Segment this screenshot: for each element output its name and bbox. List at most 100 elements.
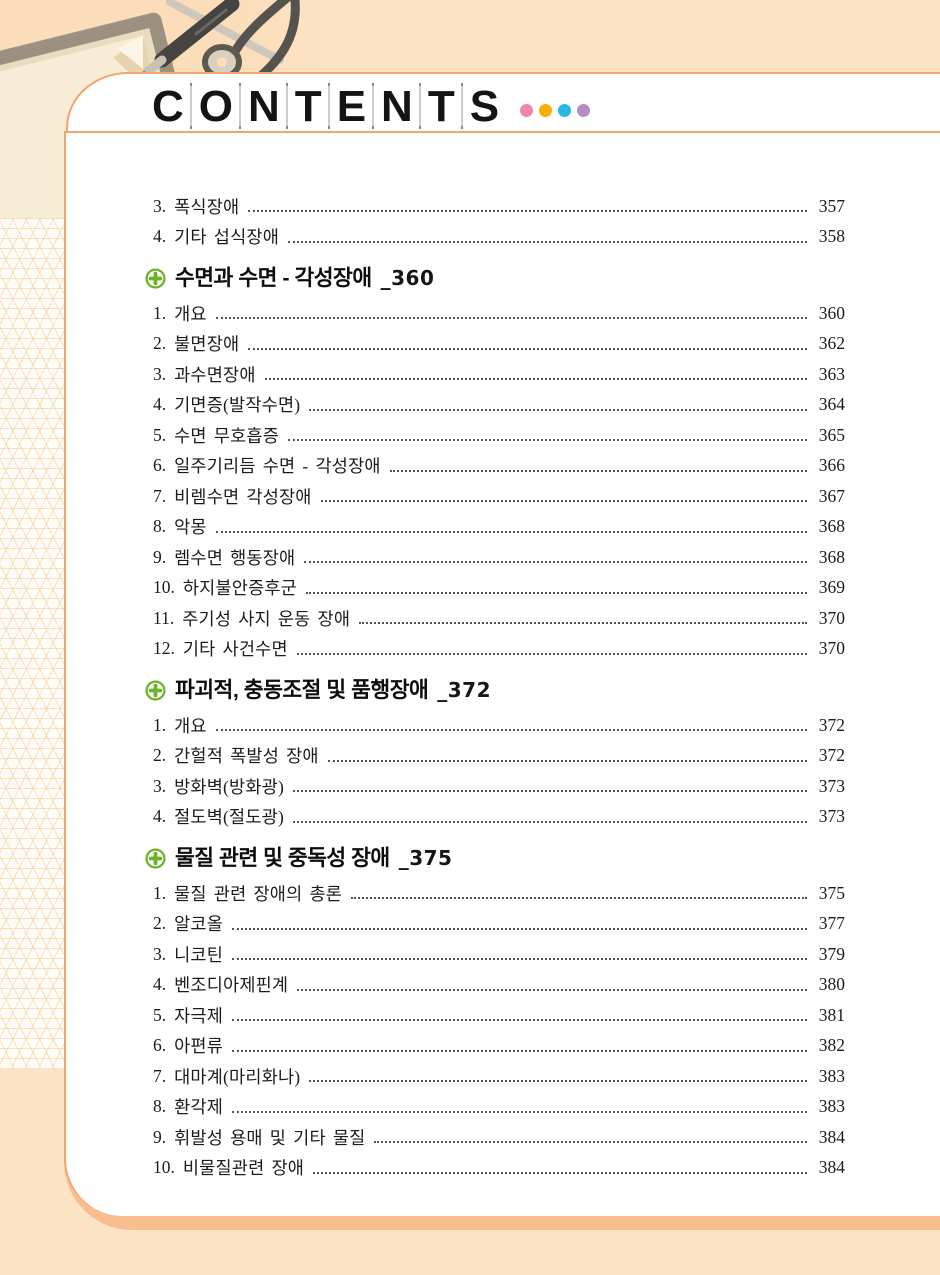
- section-page-ref: _360: [380, 266, 435, 290]
- dot-leader: [320, 490, 807, 503]
- dot-leader: [215, 719, 807, 732]
- title-dots: [520, 103, 591, 117]
- toc-entry: 2. 간헐적 폭발성 장애 372: [153, 741, 845, 772]
- toc-entry: 9. 휘발성 용매 및 기타 물질 384: [153, 1122, 845, 1153]
- dot-leader: [296, 643, 807, 655]
- toc-entry: 2. 알코올 377: [153, 909, 845, 940]
- entry-title: 벤조디아제핀계: [174, 975, 289, 996]
- toc-entry: 10. 하지불안증후군 369: [153, 573, 845, 604]
- toc-entry: 5. 수면 무호흡증 365: [153, 420, 845, 451]
- toc-entry: 2. 불면장애 362: [153, 329, 845, 360]
- section-page-ref: _375: [398, 846, 453, 870]
- title-separator: [327, 83, 330, 129]
- entry-page: 372: [818, 714, 845, 735]
- header-band: [66, 72, 940, 131]
- entry-title: 하지불안증후군: [182, 578, 297, 599]
- entry-title: 폭식장애: [174, 196, 240, 217]
- dot-leader: [313, 1162, 807, 1174]
- toc-entry: 6. 아편류 382: [153, 1031, 845, 1062]
- entry-page: 366: [818, 455, 845, 476]
- entry-title: 과수면장애: [174, 364, 256, 385]
- toc-entry: 3. 폭식장애 357: [153, 191, 845, 222]
- entry-page: 384: [818, 1157, 845, 1178]
- title-separator: [460, 83, 463, 129]
- toc-entry: 4. 기면증(발작수면) 364: [153, 390, 845, 421]
- dot-leader: [232, 1009, 807, 1022]
- dot-leader: [309, 1070, 807, 1083]
- title-dot: [558, 103, 572, 117]
- entry-page: 370: [818, 638, 845, 659]
- entry-number: 12.: [153, 638, 175, 659]
- entry-number: 2.: [153, 333, 167, 354]
- entry-number: 5.: [153, 424, 167, 445]
- entry-title: 간헐적 폭발성 장애: [174, 746, 319, 767]
- dot-leader: [351, 887, 807, 900]
- dot-leader: [374, 1131, 807, 1144]
- entry-number: 3.: [153, 195, 167, 216]
- toc-entry: 4. 기타 섭식장애 358: [153, 222, 845, 253]
- entry-page: 357: [818, 195, 845, 216]
- toc-entry: 8. 악몽 368: [153, 512, 845, 543]
- entry-number: 3.: [153, 943, 167, 964]
- entry-page: 383: [818, 1096, 845, 1117]
- dot-leader: [232, 1101, 807, 1113]
- entry-page: 379: [818, 943, 845, 964]
- toc-entry: 6. 일주기리듬 수면 - 각성장애 366: [153, 451, 845, 482]
- section-header: 수면과 수면 - 각성장애 _360: [145, 264, 845, 292]
- title-letter: E: [336, 82, 366, 131]
- entry-number: 1.: [153, 714, 167, 735]
- entry-page: 381: [818, 1004, 845, 1025]
- title-letter: T: [427, 82, 455, 131]
- entry-page: 364: [818, 394, 845, 415]
- toc-entry: 4. 벤조디아제핀계 380: [153, 970, 845, 1001]
- entry-number: 1.: [153, 302, 167, 323]
- entry-page: 367: [818, 485, 845, 506]
- entry-number: 1.: [153, 882, 167, 903]
- title-dot: [520, 103, 534, 117]
- entry-number: 8.: [153, 1096, 167, 1117]
- entry-page: 373: [818, 806, 845, 827]
- toc-entry: 8. 환각제 383: [153, 1092, 845, 1123]
- entry-number: 10.: [153, 577, 175, 598]
- toc-entry: 3. 과수면장애 363: [153, 359, 845, 390]
- dot-leader: [215, 307, 807, 320]
- entry-number: 7.: [153, 1065, 167, 1086]
- entry-number: 2.: [153, 745, 167, 766]
- toc-entry: 10. 비물질관련 장애 384: [153, 1153, 845, 1184]
- entry-title: 렘수면 행동장애: [174, 547, 296, 568]
- entry-title: 비렘수면 각성장애: [174, 486, 312, 507]
- toc-entry: 12. 기타 사건수면 370: [153, 634, 845, 665]
- title-letter: T: [294, 82, 322, 131]
- title-letter: O: [198, 82, 233, 131]
- toc-entry: 7. 대마계(마리화나) 383: [153, 1061, 845, 1092]
- toc: 3. 폭식장애 357 4. 기타 섭식장애 358 수면과 수면 - 각성장애 _360 1…: [66, 133, 940, 1183]
- dot-leader: [288, 231, 807, 243]
- entry-page: 360: [818, 302, 845, 323]
- title-letter: S: [469, 82, 499, 131]
- plus-circle-icon: [145, 847, 166, 869]
- toc-entry: 7. 비렘수면 각성장애 367: [153, 481, 845, 512]
- entry-title: 일주기리듬 수면 - 각성장애: [174, 456, 381, 477]
- entry-title: 물질 관련 장애의 총론: [174, 883, 343, 904]
- entry-title: 휘발성 용매 및 기타 물질: [174, 1127, 366, 1148]
- title-dot: [577, 103, 591, 117]
- dot-leader: [248, 338, 807, 350]
- entry-page: 362: [818, 333, 845, 354]
- toc-section: 수면과 수면 - 각성장애 _360 1. 개요 360 2. 불면장애 362 3. 과수면장애…: [145, 264, 845, 664]
- entry-number: 9.: [153, 546, 167, 567]
- entry-number: 2.: [153, 913, 167, 934]
- entry-page: 363: [818, 363, 845, 384]
- title-letter: N: [248, 82, 280, 131]
- entry-number: 6.: [153, 455, 167, 476]
- entry-title: 환각제: [174, 1097, 224, 1118]
- dot-leader: [292, 780, 807, 793]
- entry-number: 4.: [153, 226, 167, 247]
- entry-number: 11.: [153, 607, 175, 628]
- entry-title: 개요: [174, 715, 207, 736]
- entry-number: 8.: [153, 516, 167, 537]
- entry-number: 4.: [153, 974, 167, 995]
- section-entries: 3. 폭식장애 357 4. 기타 섭식장애 358: [153, 191, 845, 252]
- entry-page: 384: [818, 1126, 845, 1147]
